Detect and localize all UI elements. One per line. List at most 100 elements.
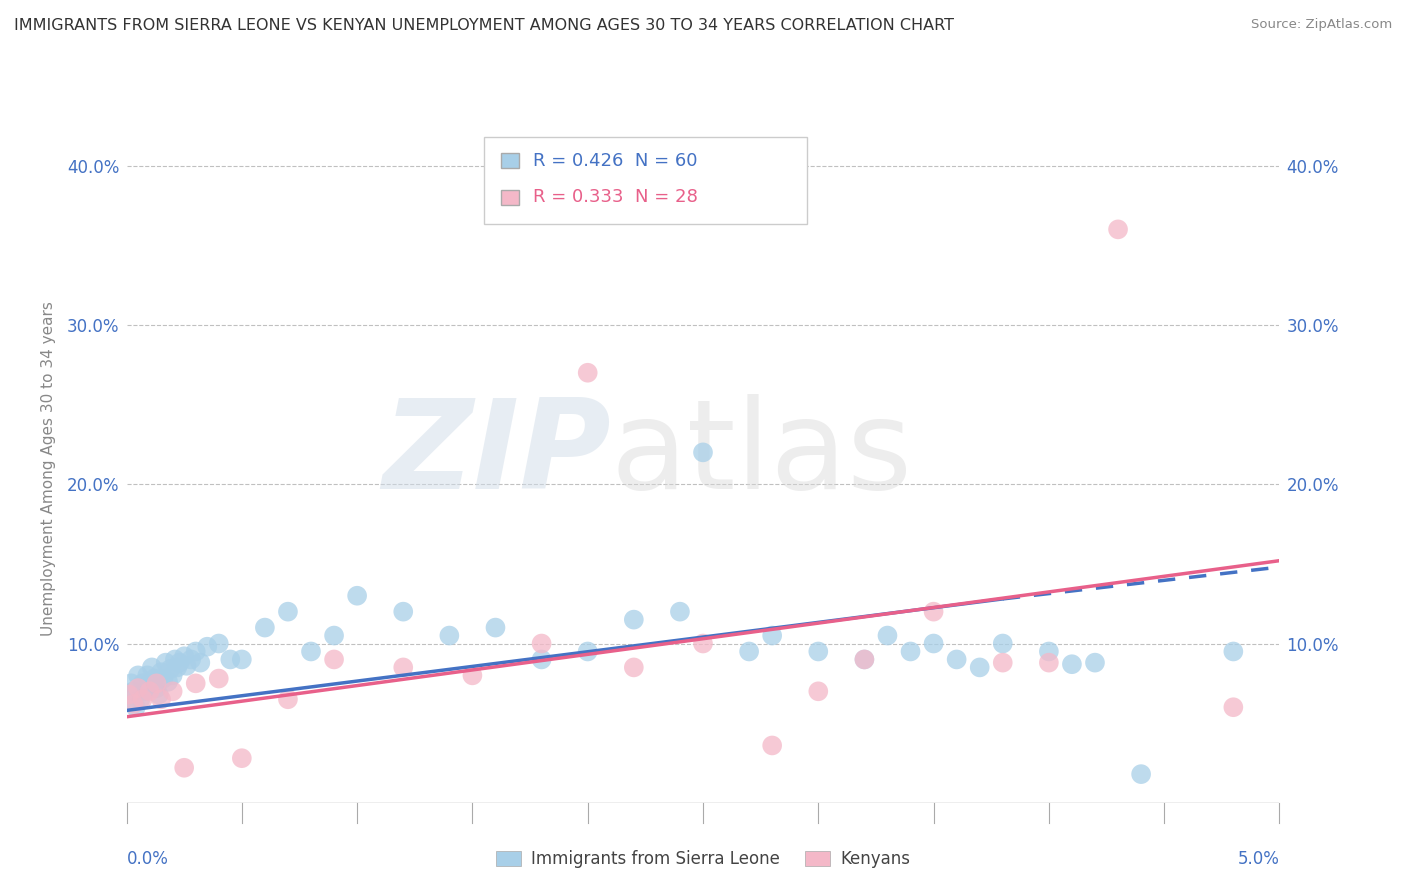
Point [853,652,876,666]
Point [184,644,207,658]
Point [439,628,461,642]
Point [195,640,218,654]
Point [922,636,945,650]
Point [162,668,184,682]
Point [991,656,1014,670]
Text: R = 0.426  N = 60: R = 0.426 N = 60 [533,152,697,169]
Point [761,628,783,642]
Point [576,366,599,380]
Point [346,589,368,603]
Point [152,672,174,686]
Point [277,605,299,619]
Point [323,628,346,642]
Point [163,652,186,666]
Point [807,684,830,698]
Point [692,445,714,459]
Point [150,692,173,706]
Point [969,660,991,674]
Point [1084,656,1107,670]
Point [807,644,830,658]
Point [1222,700,1244,714]
Point [180,652,202,666]
Point [134,684,156,698]
Point [159,662,181,676]
Point [208,672,231,686]
Point [738,644,761,658]
Point [277,692,299,706]
Text: R = 0.333  N = 28: R = 0.333 N = 28 [533,188,697,206]
Text: ZIP: ZIP [382,394,610,516]
Text: IMMIGRANTS FROM SIERRA LEONE VS KENYAN UNEMPLOYMENT AMONG AGES 30 TO 34 YEARS CO: IMMIGRANTS FROM SIERRA LEONE VS KENYAN U… [14,18,955,33]
Point [166,660,188,674]
Point [184,676,207,690]
Point [122,697,145,711]
Point [138,684,160,698]
Point [176,658,198,673]
Point [530,636,553,650]
Point [138,676,160,690]
Point [162,684,184,698]
Point [1130,767,1153,781]
Point [129,692,152,706]
Point [392,605,415,619]
Point [219,652,242,666]
Point [122,684,145,698]
Point [576,644,599,658]
Point [118,692,141,706]
Point [299,644,322,658]
Point [136,668,159,682]
Point [127,668,149,682]
Text: Source: ZipAtlas.com: Source: ZipAtlas.com [1251,18,1392,31]
Point [392,660,415,674]
Point [853,652,876,666]
Point [231,652,253,666]
Point [1107,222,1129,236]
Point [323,652,346,666]
Point [1222,644,1244,658]
Point [231,751,253,765]
Text: 5.0%: 5.0% [1237,849,1279,868]
Point [125,700,148,714]
Point [922,605,945,619]
Point [141,660,163,674]
Point [131,692,153,706]
FancyBboxPatch shape [501,190,519,205]
Point [623,613,645,627]
Point [530,652,553,666]
Point [155,656,177,670]
Y-axis label: Unemployment Among Ages 30 to 34 years: Unemployment Among Ages 30 to 34 years [41,301,56,636]
FancyBboxPatch shape [501,153,519,168]
FancyBboxPatch shape [484,137,807,224]
Point [484,621,506,635]
Point [1038,656,1060,670]
Point [148,688,170,702]
Point [900,644,922,658]
Point [461,668,484,682]
Point [143,672,166,686]
Point [253,621,276,635]
Point [150,665,173,680]
Point [145,676,167,690]
Point [120,676,142,690]
Point [173,649,195,664]
Point [623,660,645,674]
Point [669,605,692,619]
Point [1038,644,1060,658]
Point [761,739,783,753]
Point [173,761,195,775]
Point [991,636,1014,650]
Point [945,652,967,666]
Point [1060,657,1083,672]
Text: 0.0%: 0.0% [127,849,169,868]
Legend: Immigrants from Sierra Leone, Kenyans: Immigrants from Sierra Leone, Kenyans [489,844,917,875]
Point [131,676,153,690]
Point [208,636,231,650]
Point [145,681,167,695]
Text: atlas: atlas [610,394,912,516]
Point [118,688,141,702]
Point [127,681,149,695]
Point [876,628,898,642]
Point [169,656,191,670]
Point [157,674,180,689]
Point [692,636,714,650]
